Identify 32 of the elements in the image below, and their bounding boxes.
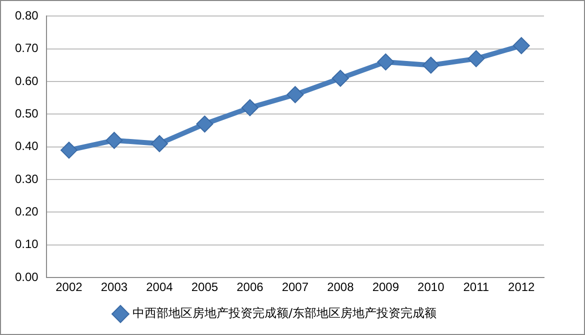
x-tick-label: 2010 bbox=[418, 280, 445, 294]
legend-label: 中西部地区房地产投资完成额/东部地区房地产投资完成额 bbox=[132, 306, 437, 320]
x-tick-label: 2007 bbox=[282, 280, 309, 294]
x-tick-label: 2006 bbox=[236, 280, 264, 294]
x-tick-label: 2004 bbox=[146, 280, 174, 294]
point bbox=[377, 53, 394, 70]
y-tick-label: 0.70 bbox=[14, 41, 39, 56]
x-tick-label: 2002 bbox=[56, 280, 83, 294]
point bbox=[286, 86, 304, 104]
point bbox=[468, 50, 485, 68]
x-tick-label: 2003 bbox=[100, 280, 128, 294]
y-tick-label: 0.80 bbox=[14, 8, 39, 23]
point bbox=[106, 132, 123, 149]
y-tick-label: 0.30 bbox=[14, 172, 39, 186]
point bbox=[150, 135, 168, 152]
x-tick-label: 2011 bbox=[463, 280, 490, 294]
y-tick-label: 0.60 bbox=[14, 74, 39, 88]
x-tick-label: 2009 bbox=[372, 280, 400, 294]
point bbox=[196, 116, 214, 133]
point bbox=[60, 142, 78, 159]
point bbox=[422, 56, 440, 74]
y-tick-label: 0.20 bbox=[14, 204, 39, 219]
y-tick-label: 0.00 bbox=[14, 270, 39, 284]
x-tick-label: 2008 bbox=[327, 280, 354, 294]
point bbox=[512, 37, 530, 54]
y-tick-label: 0.50 bbox=[14, 106, 39, 121]
x-tick-label: 2005 bbox=[191, 280, 218, 294]
x-tick-label: 2012 bbox=[508, 280, 536, 294]
y-tick-label: 0.10 bbox=[14, 237, 39, 252]
y-tick-label: 0.40 bbox=[14, 139, 39, 154]
point bbox=[241, 99, 258, 116]
point bbox=[332, 70, 349, 87]
